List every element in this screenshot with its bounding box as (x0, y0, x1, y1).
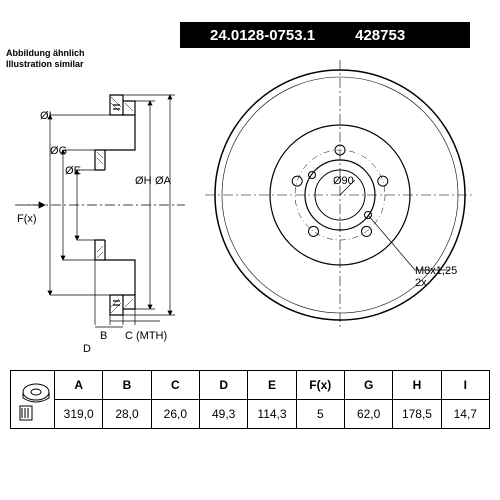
val-H: 178,5 (393, 400, 441, 429)
dim-H: ØH (135, 175, 152, 187)
val-E: 114,3 (248, 400, 296, 429)
val-G: 62,0 (344, 400, 392, 429)
header-bar: 24.0128-0753.1 428753 (180, 22, 470, 48)
disc-thumb-icon (14, 378, 52, 422)
dim-Fx: F(x) (17, 213, 37, 225)
table-value-row: 319,0 28,0 26,0 49,3 114,3 5 62,0 178,5 … (11, 400, 490, 429)
technical-drawing: ØI ØG ØE ØH ØA F(x) B D C (MTH) (5, 55, 495, 355)
val-D: 49,3 (199, 400, 247, 429)
diagram-container: 24.0128-0753.1 428753 Abbildung ähnlich … (0, 0, 500, 500)
col-Fx: F(x) (296, 371, 344, 400)
val-C: 26,0 (151, 400, 199, 429)
thumb-icon-cell (11, 371, 55, 429)
col-G: G (344, 371, 392, 400)
col-E: E (248, 371, 296, 400)
col-B: B (103, 371, 151, 400)
val-I: 14,7 (441, 400, 489, 429)
dim-D: D (83, 343, 91, 355)
dim-B: B (100, 330, 107, 342)
front-view-svg (205, 60, 475, 330)
col-I: I (441, 371, 489, 400)
col-A: A (55, 371, 103, 400)
dim-C: C (MTH) (125, 330, 167, 342)
dim-center-dia: Ø90 (333, 175, 354, 187)
val-Fx: 5 (296, 400, 344, 429)
part-number-long: 24.0128-0753.1 (210, 27, 315, 44)
col-C: C (151, 371, 199, 400)
dim-G: ØG (50, 145, 67, 157)
dim-thread: M8x1,252x (415, 265, 457, 289)
table-header-row: A B C D E F(x) G H I (11, 371, 490, 400)
dim-E: ØE (65, 165, 81, 177)
dim-I: ØI (40, 110, 52, 122)
col-H: H (393, 371, 441, 400)
col-D: D (199, 371, 247, 400)
spec-table: A B C D E F(x) G H I 319,0 28,0 26,0 49,… (10, 370, 490, 429)
val-A: 319,0 (55, 400, 103, 429)
dim-A: ØA (155, 175, 171, 187)
part-number-short: 428753 (355, 27, 405, 44)
val-B: 28,0 (103, 400, 151, 429)
